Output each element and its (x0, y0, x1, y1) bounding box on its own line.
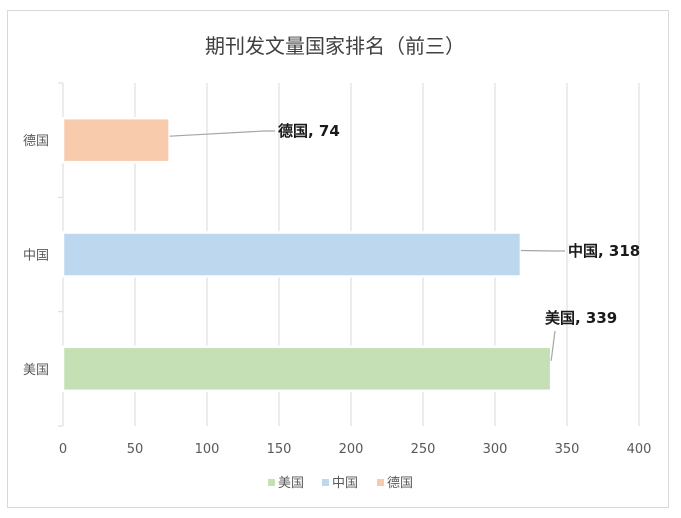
x-tick-label: 0 (59, 442, 67, 457)
data-label-1: 中国, 318 (568, 242, 640, 260)
bar-1 (61, 231, 523, 278)
x-tick-label: 50 (127, 442, 144, 457)
chart-title: 期刊发文量国家排名（前三） (205, 34, 465, 58)
x-tick-label: 300 (483, 442, 508, 457)
x-tick-label: 200 (339, 442, 364, 457)
legend-swatch-0 (268, 479, 275, 486)
category-label: 中国 (23, 249, 49, 264)
legend-swatch-2 (377, 479, 384, 486)
category-label: 德国 (23, 134, 49, 149)
legend-label-0: 美国 (278, 476, 304, 491)
leader-lines (169, 130, 565, 361)
x-tick-label: 350 (555, 442, 580, 457)
bar-0 (61, 345, 553, 393)
leader-line-0 (550, 330, 556, 361)
bar-2 (61, 116, 171, 164)
legend-label-1: 中国 (332, 476, 358, 491)
x-tick-label: 250 (411, 442, 436, 457)
x-tick-label: 100 (195, 442, 220, 457)
data-labels: 美国, 339 中国, 318 德国, 74 (278, 122, 640, 327)
category-label: 美国 (23, 363, 49, 378)
legend-label-2: 德国 (387, 476, 413, 491)
data-label-0: 美国, 339 (545, 309, 617, 327)
x-tick-label: 150 (267, 442, 292, 457)
data-label-2: 德国, 74 (278, 122, 340, 140)
leader-line-2 (169, 130, 275, 137)
leader-line-1 (520, 249, 565, 252)
legend: 美国 中国 德国 (268, 476, 413, 491)
x-axis-ticks: 0 50 100 150 200 250 300 350 400 (59, 442, 652, 457)
legend-swatch-1 (322, 479, 329, 486)
x-tick-label: 400 (627, 442, 652, 457)
bars (61, 116, 553, 393)
